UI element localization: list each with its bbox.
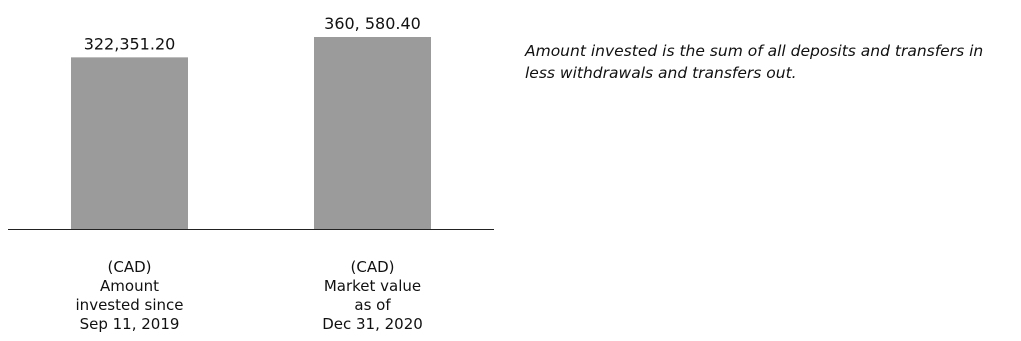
footnote: Amount invested is the sum of all deposi… [525,40,1019,84]
category-label-2-line-2: Market value [323,277,422,295]
category-label-1-line-2: Amount [100,277,159,295]
category-label-2: (CAD) Market value as of Dec 31, 2020 [288,258,458,334]
category-label-1-line-4: Sep 11, 2019 [79,315,180,333]
footnote-line-1: Amount invested is the sum of all deposi… [525,42,984,60]
footnote-line-2: less withdrawals and transfers out. [525,64,797,82]
bar-1 [71,57,188,230]
category-label-1: (CAD) Amount invested since Sep 11, 2019 [45,258,215,334]
bar-chart: 322,351.20 360, 580.40 [8,14,494,230]
bar-2 [314,37,431,229]
category-label-2-line-3: as of [354,296,391,314]
bar-2-value-label: 360, 580.40 [324,14,421,33]
category-label-2-line-4: Dec 31, 2020 [322,315,423,333]
bar-1-value-label: 322,351.20 [84,34,176,53]
category-label-2-line-1: (CAD) [350,258,395,276]
category-label-1-line-3: invested since [75,296,184,314]
category-label-1-line-1: (CAD) [107,258,152,276]
